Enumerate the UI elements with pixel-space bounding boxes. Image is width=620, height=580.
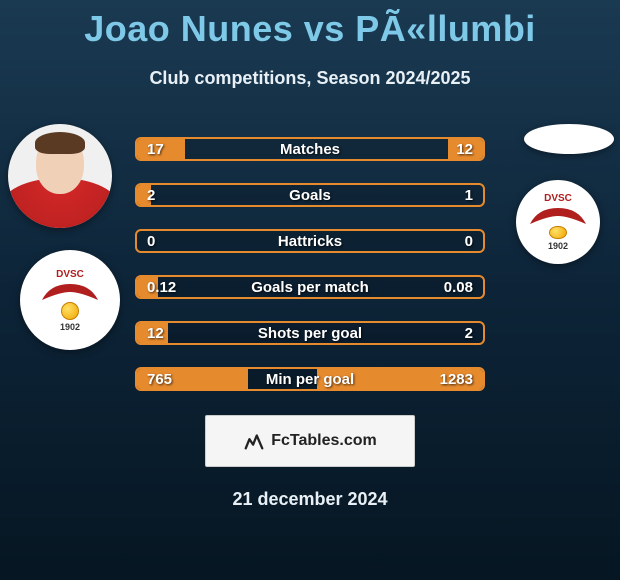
club-badge-wing-icon: [40, 280, 100, 304]
stat-row: 765 Min per goal 1283: [135, 367, 485, 391]
stat-label: Min per goal: [266, 371, 354, 388]
source-badge: FcTables.com: [205, 415, 415, 467]
stat-label: Shots per goal: [258, 325, 362, 342]
stat-value-right: 2: [465, 325, 473, 342]
player1-avatar: [8, 124, 112, 228]
stat-row: 12 Shots per goal 2: [135, 321, 485, 345]
stat-value-left: 2: [147, 187, 155, 204]
stats-container: 17 Matches 12 2 Goals 1 0 Hattricks 0 0.12 Goals p…: [135, 137, 485, 391]
stat-value-left: 0.12: [147, 279, 176, 296]
club-badge-year: 1902: [60, 322, 80, 332]
fctables-logo-icon: [243, 430, 265, 452]
stat-value-right: 0: [465, 233, 473, 250]
club-badge-wing-icon: [528, 204, 588, 228]
stat-row: 2 Goals 1: [135, 183, 485, 207]
stat-row: 17 Matches 12: [135, 137, 485, 161]
stat-label: Goals per match: [251, 279, 369, 296]
stat-value-left: 12: [147, 325, 164, 342]
page-title: Joao Nunes vs PÃ«llumbi: [0, 0, 620, 50]
stat-value-left: 0: [147, 233, 155, 250]
club-badge-text: DVSC: [56, 269, 84, 280]
stat-value-left: 765: [147, 371, 172, 388]
stat-row: 0 Hattricks 0: [135, 229, 485, 253]
player2-avatar: [524, 124, 614, 154]
stat-value-left: 17: [147, 141, 164, 158]
stat-value-right: 12: [456, 141, 473, 158]
source-badge-label: FcTables.com: [271, 432, 377, 450]
stat-label: Matches: [280, 141, 340, 158]
stat-label: Hattricks: [278, 233, 342, 250]
stat-value-right: 0.08: [444, 279, 473, 296]
stat-label: Goals: [289, 187, 331, 204]
player1-club-badge: DVSC 1902: [20, 250, 120, 350]
club-badge-text: DVSC: [544, 193, 572, 204]
page-subtitle: Club competitions, Season 2024/2025: [0, 68, 620, 89]
stat-value-right: 1: [465, 187, 473, 204]
stat-value-right: 1283: [440, 371, 473, 388]
club-badge-ball-icon: [61, 302, 79, 320]
stat-row: 0.12 Goals per match 0.08: [135, 275, 485, 299]
date-text: 21 december 2024: [0, 489, 620, 510]
player2-club-badge: DVSC 1902: [516, 180, 600, 264]
club-badge-year: 1902: [548, 241, 568, 251]
